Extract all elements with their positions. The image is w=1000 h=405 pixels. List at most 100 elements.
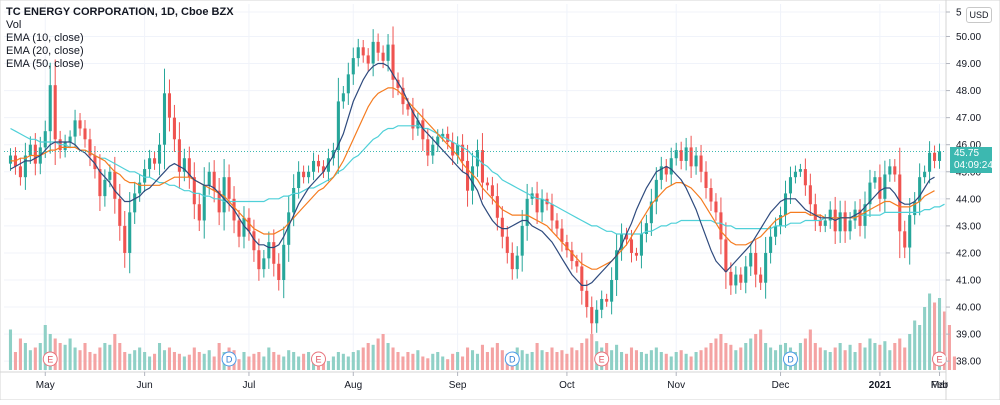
volume-bar — [182, 356, 186, 370]
volume-bar — [853, 352, 857, 370]
candle-body — [103, 179, 107, 197]
volume-bar — [336, 352, 340, 370]
volume-bar — [267, 347, 271, 370]
y-tick-label: 50.00 — [956, 32, 981, 43]
volume-bar — [883, 341, 887, 370]
candle-body — [98, 169, 102, 197]
volume-bar — [297, 356, 301, 370]
volume-bar — [918, 325, 922, 370]
x-tick-label: Feb — [931, 380, 949, 391]
candle-body — [242, 217, 246, 237]
candle-body — [788, 177, 793, 194]
volume-bar — [485, 352, 489, 370]
candle-body — [237, 220, 241, 237]
volume-bar — [942, 311, 947, 370]
x-tick-label: Nov — [667, 380, 685, 391]
volume-bar — [38, 343, 42, 370]
earnings-marker[interactable]: E — [42, 351, 58, 367]
candle-body — [729, 271, 733, 286]
candle-body — [386, 44, 390, 61]
volume-bar — [525, 353, 529, 370]
volume-bar — [689, 356, 693, 370]
volume-bar — [381, 334, 385, 370]
volume-bar — [823, 350, 827, 370]
volume-bar — [148, 356, 152, 370]
event-marker-circle — [932, 351, 948, 367]
volume-bar — [774, 350, 778, 370]
candle-body — [808, 185, 812, 205]
volume-bar — [495, 343, 499, 370]
legend-ema-20[interactable]: EMA (20, close) — [6, 45, 84, 57]
volume-bar — [724, 343, 728, 370]
volume-bar — [98, 347, 102, 370]
legend-ema-10[interactable]: EMA (10, close) — [6, 32, 84, 44]
dividend-marker[interactable]: D — [782, 351, 798, 367]
legend-ema-50[interactable]: EMA (50, close) — [6, 58, 84, 70]
x-tick-label: 2021 — [869, 380, 892, 391]
candle-body — [828, 209, 832, 221]
volume-bar — [590, 334, 594, 370]
volume-bar — [952, 356, 956, 370]
volume-bar — [446, 359, 450, 370]
volume-bar — [813, 343, 817, 370]
chart-legend: TC ENERGY CORPORATION, 1D, Cboe BZX Vol … — [6, 6, 234, 71]
candle-body — [659, 166, 663, 180]
volume-bar — [798, 343, 802, 370]
candle-body — [923, 171, 927, 178]
candle-body — [48, 85, 52, 132]
candle-body — [451, 142, 455, 156]
candle-body — [172, 117, 176, 140]
volume-bar — [212, 356, 216, 370]
candle-body — [366, 55, 370, 64]
volume-bar — [217, 343, 221, 370]
y-tick-label: 40.00 — [956, 303, 981, 314]
dividend-marker[interactable]: D — [221, 351, 237, 367]
volume-bar — [535, 343, 539, 370]
candle-body — [73, 120, 77, 137]
candle-body — [426, 139, 430, 156]
volume-bar — [545, 352, 549, 370]
volume-bar — [769, 347, 773, 370]
legend-volume[interactable]: Vol — [6, 19, 22, 31]
candle-body — [78, 120, 82, 129]
legend-title[interactable]: TC ENERGY CORPORATION, 1D, Cboe BZX — [6, 6, 234, 18]
x-tick-label: May — [36, 380, 55, 391]
y-tick-label: 5 — [956, 8, 962, 19]
candle-body — [873, 177, 877, 183]
candle-body — [292, 188, 296, 213]
candle-body — [356, 47, 360, 59]
volume-bar — [63, 344, 67, 370]
candle-body — [133, 193, 137, 213]
volume-bar — [43, 325, 47, 370]
volume-bar — [302, 353, 306, 370]
earnings-marker[interactable]: E — [932, 351, 948, 367]
volume-bar — [749, 338, 753, 370]
volume-bar — [903, 347, 907, 370]
volume-bar — [679, 350, 683, 370]
dividend-marker[interactable]: D — [504, 351, 520, 367]
x-tick-label: Sep — [449, 380, 467, 391]
candle-body — [580, 266, 584, 291]
candle-body — [212, 171, 216, 191]
ema-20-line — [10, 87, 935, 270]
volume-bar — [341, 353, 345, 370]
candle-body — [197, 204, 201, 221]
candle-body — [505, 236, 509, 253]
candle-body — [480, 150, 484, 183]
volume-bar — [754, 334, 758, 370]
earnings-marker[interactable]: E — [311, 351, 327, 367]
candle-body — [148, 158, 152, 170]
event-marker-label: E — [599, 355, 605, 365]
candle-body — [18, 166, 22, 178]
volume-bar — [58, 343, 62, 370]
candle-body — [371, 41, 375, 64]
currency-badge[interactable]: USD — [966, 7, 992, 23]
volume-bar — [421, 356, 425, 370]
x-tick-label: Jun — [137, 380, 153, 391]
volume-bar — [684, 353, 688, 370]
volume-bar — [386, 343, 390, 370]
earnings-marker[interactable]: E — [594, 351, 610, 367]
